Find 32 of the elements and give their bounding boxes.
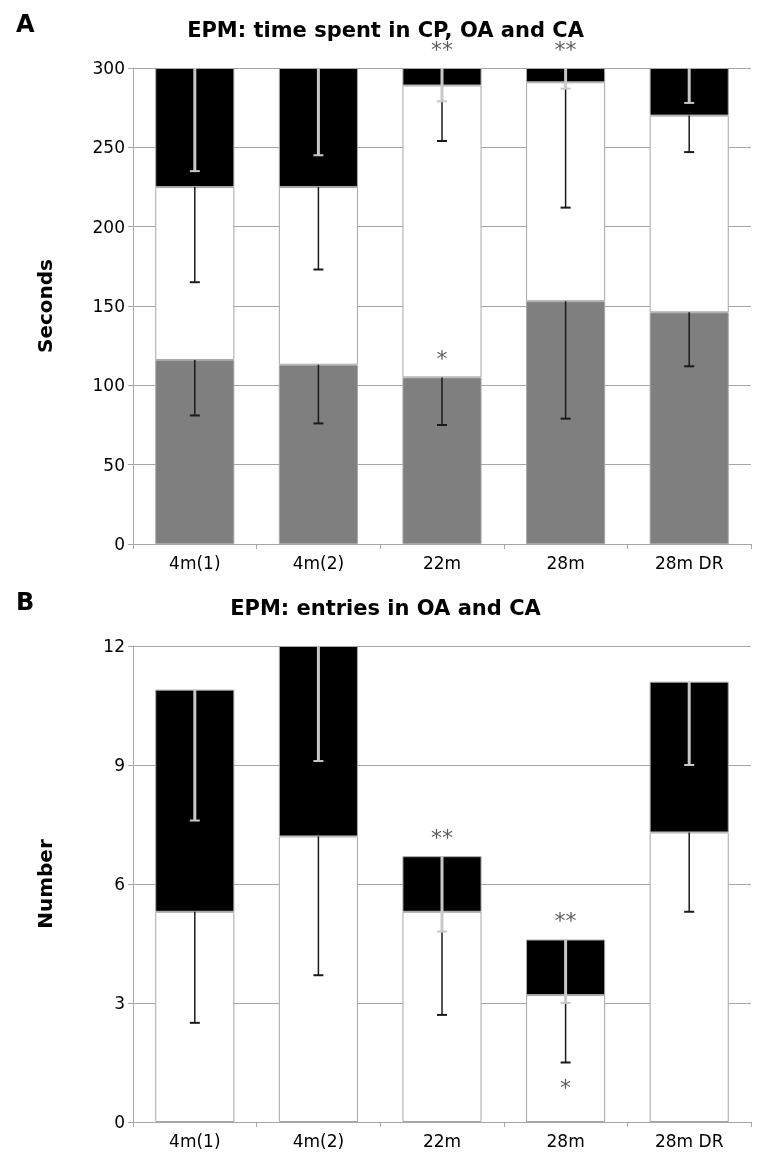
x-tick-label: 28m xyxy=(546,1130,585,1151)
x-tick-label: 22m xyxy=(422,1130,462,1151)
y-tick-label: 6 xyxy=(114,874,125,894)
x-tick-label: 4m(1) xyxy=(169,1130,221,1151)
y-tick-label: 200 xyxy=(92,216,125,237)
x-tick-label: 28m DR xyxy=(654,552,724,573)
chart-title: EPM: entries in OA and CA xyxy=(230,595,542,620)
y-tick-label: 0 xyxy=(114,534,125,554)
y-tick-label: 3 xyxy=(114,993,125,1013)
annotation: ** xyxy=(554,908,577,934)
y-tick-label: 250 xyxy=(92,137,125,158)
annotation: ** xyxy=(431,824,453,850)
text: B xyxy=(16,588,35,616)
x-tick-label: 28m DR xyxy=(654,1130,724,1151)
x-tick-label: 4m(1) xyxy=(169,552,221,573)
y-tick-label: 300 xyxy=(92,58,125,78)
y-tick-label: 100 xyxy=(92,375,125,396)
annotation: * xyxy=(436,345,448,371)
y-tick-label: 12 xyxy=(103,636,125,656)
annotation: ** xyxy=(554,36,577,62)
text: A xyxy=(16,10,35,38)
x-tick-label: 4m(2) xyxy=(292,1130,345,1151)
x-tick-label: 4m(2) xyxy=(292,552,345,573)
y-axis-title: Number xyxy=(33,839,57,929)
y-axis-title: Seconds xyxy=(33,258,57,354)
annotation: * xyxy=(560,1075,572,1100)
y-tick-label: 50 xyxy=(103,454,125,475)
y-tick-label: 150 xyxy=(92,296,125,316)
x-tick-label: 28m xyxy=(546,552,585,573)
x-tick-label: 22m xyxy=(422,552,462,573)
y-tick-label: 9 xyxy=(114,755,125,775)
y-tick-label: 0 xyxy=(114,1112,125,1132)
